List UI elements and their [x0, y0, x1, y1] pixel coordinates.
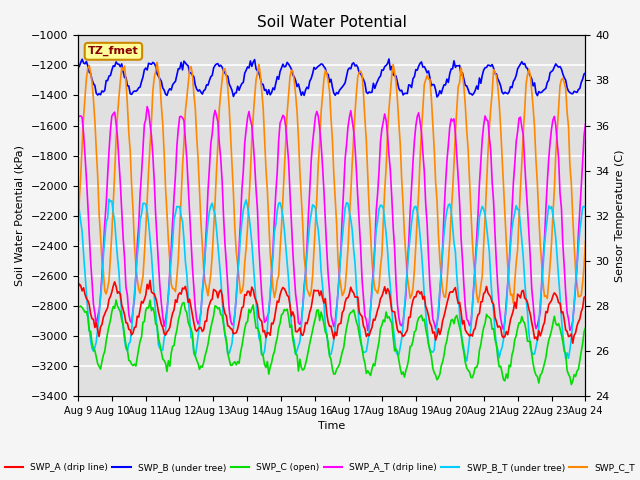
- Title: Soil Water Potential: Soil Water Potential: [257, 15, 406, 30]
- Y-axis label: Sensor Temperature (C): Sensor Temperature (C): [615, 149, 625, 282]
- Text: TZ_fmet: TZ_fmet: [88, 46, 139, 57]
- Y-axis label: Soil Water Potential (kPa): Soil Water Potential (kPa): [15, 145, 25, 286]
- Legend: SWP_A (drip line), SWP_B (under tree), SWP_C (open), SWP_A_T (drip line), SWP_B_: SWP_A (drip line), SWP_B (under tree), S…: [1, 459, 639, 476]
- X-axis label: Time: Time: [318, 421, 346, 432]
